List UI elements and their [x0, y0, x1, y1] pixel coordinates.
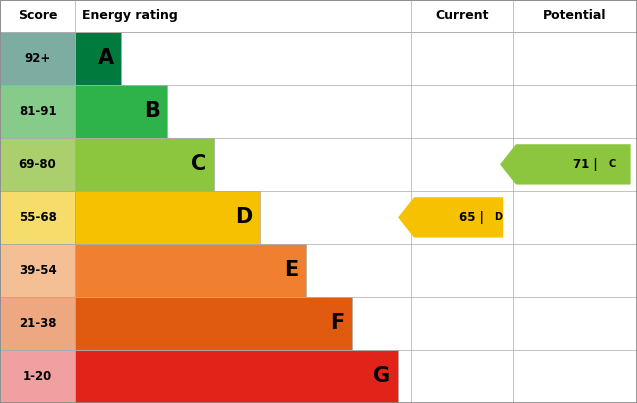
- Bar: [0, 244, 75, 297]
- Bar: [0, 191, 75, 244]
- Text: B: B: [144, 102, 160, 121]
- Text: D: D: [235, 208, 252, 227]
- Bar: [0, 32, 75, 85]
- Text: Potential: Potential: [543, 9, 606, 23]
- Text: 71 |: 71 |: [573, 158, 598, 171]
- Text: Current: Current: [435, 9, 489, 23]
- Polygon shape: [500, 144, 631, 185]
- Text: 21-38: 21-38: [19, 317, 56, 330]
- Text: G: G: [373, 366, 390, 386]
- Bar: [0, 297, 75, 350]
- Text: A: A: [97, 48, 113, 69]
- Text: D: D: [494, 212, 502, 222]
- Bar: [75, 244, 306, 297]
- Bar: [75, 32, 121, 85]
- Text: 65 |: 65 |: [459, 211, 483, 224]
- Bar: [75, 297, 352, 350]
- Text: Energy rating: Energy rating: [82, 9, 177, 23]
- Bar: [75, 350, 398, 403]
- Text: C: C: [190, 154, 206, 174]
- Bar: [411, 32, 637, 403]
- Bar: [0, 85, 75, 138]
- Text: F: F: [330, 314, 345, 333]
- Text: 81-91: 81-91: [18, 105, 57, 118]
- Text: E: E: [284, 260, 298, 280]
- Text: 55-68: 55-68: [18, 211, 57, 224]
- Bar: [75, 191, 260, 244]
- Text: Score: Score: [18, 9, 57, 23]
- Text: C: C: [608, 159, 615, 169]
- Text: 39-54: 39-54: [18, 264, 57, 277]
- Text: 1-20: 1-20: [23, 370, 52, 383]
- Bar: [0, 350, 75, 403]
- Text: 69-80: 69-80: [18, 158, 57, 171]
- Bar: [0, 0, 637, 32]
- Bar: [75, 138, 213, 191]
- Polygon shape: [398, 197, 503, 237]
- Text: 92+: 92+: [24, 52, 51, 65]
- Bar: [75, 85, 168, 138]
- Bar: [0, 138, 75, 191]
